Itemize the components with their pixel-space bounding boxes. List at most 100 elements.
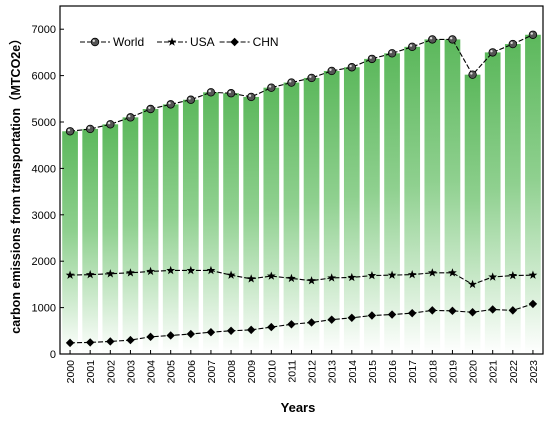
y-tick-label-2000: 2000 (32, 256, 56, 268)
point-usa-2004 (146, 266, 155, 276)
x-tick-label-2004: 2004 (146, 360, 158, 384)
x-tick-label-2019: 2019 (447, 360, 459, 384)
point-world-2011 (287, 78, 296, 87)
point-world-2017 (407, 42, 417, 52)
point-usa-2007 (206, 265, 216, 275)
point-chn-2005 (166, 331, 175, 340)
point-chn-2006 (186, 329, 196, 339)
point-usa-2014 (347, 272, 357, 282)
y-tick-label-4000: 4000 (32, 163, 56, 175)
x-tick-label-2018: 2018 (427, 360, 439, 384)
point-chn-2004 (146, 332, 155, 342)
bar-2017 (404, 46, 421, 354)
bar-2004 (142, 109, 159, 354)
point-world-2016 (387, 49, 397, 58)
point-usa-2016 (387, 270, 397, 279)
y-tick-label-7000: 7000 (32, 24, 56, 36)
point-world-2021 (488, 48, 497, 57)
bar-2005 (162, 104, 179, 355)
series-line-world (69, 34, 534, 132)
point-world-2004 (146, 104, 155, 114)
point-world-2012 (307, 73, 316, 83)
bar-2020 (464, 74, 481, 355)
point-chn-2016 (387, 310, 397, 319)
point-chn-2003 (126, 335, 135, 345)
y-tick-label-6000: 6000 (32, 71, 56, 83)
point-usa-2005 (166, 265, 176, 275)
point-world-2001 (85, 124, 95, 134)
point-chn-2008 (226, 326, 236, 335)
bar-2014 (343, 67, 360, 354)
point-world-2022 (508, 39, 518, 49)
point-world-2006 (186, 95, 196, 104)
bar-2016 (384, 53, 400, 354)
y-tick-label-1000: 1000 (32, 303, 56, 315)
point-chn-2001 (85, 338, 95, 347)
bar-2000 (62, 131, 78, 354)
point-chn-2018 (428, 306, 437, 315)
y-axis-title: carbon emissions from transportation（MTC… (8, 32, 23, 333)
point-chn-2019 (448, 306, 457, 316)
x-tick-label-2011: 2011 (286, 360, 298, 383)
point-chn-2023 (528, 299, 538, 309)
point-world-2015 (367, 54, 377, 64)
point-world-2003 (126, 113, 135, 122)
bar-2006 (182, 99, 199, 354)
point-world-2018 (428, 35, 437, 44)
point-world-2000 (65, 127, 75, 136)
point-usa-2019 (448, 268, 457, 277)
x-tick-label-2022: 2022 (508, 360, 520, 384)
point-usa-2020 (468, 279, 477, 289)
point-world-2005 (166, 100, 175, 109)
x-tick-label-2000: 2000 (65, 360, 77, 384)
point-usa-2006 (186, 265, 196, 275)
point-chn-2002 (106, 337, 115, 346)
point-chn-2021 (488, 305, 497, 314)
bar-2011 (283, 82, 300, 354)
x-tick-label-2008: 2008 (226, 360, 238, 384)
legend-marker-world (90, 37, 100, 47)
axes-layer: 0 1000 2000 3000 4000 5000 6000 7000 2000 2001 200… (32, 5, 544, 384)
point-chn-2015 (367, 311, 377, 320)
plot-frame (59, 5, 544, 355)
bar-2018 (424, 39, 441, 354)
bar-2012 (303, 77, 320, 355)
x-tick-label-2005: 2005 (166, 360, 178, 384)
y-tick-label-0: 0 (50, 349, 56, 361)
x-tick-label-2002: 2002 (105, 360, 117, 384)
point-world-2008 (226, 89, 236, 98)
x-tick-label-2012: 2012 (307, 360, 319, 384)
bar-2002 (102, 124, 119, 354)
point-chn-2017 (407, 308, 417, 318)
bar-2007 (203, 92, 219, 355)
bar-2001 (82, 128, 99, 354)
point-usa-2023 (528, 270, 538, 279)
point-usa-2013 (327, 273, 337, 282)
x-tick-label-2014: 2014 (347, 360, 359, 384)
point-chn-2013 (327, 315, 336, 324)
x-tick-label-2016: 2016 (387, 360, 399, 384)
legend: World USA CHN (80, 35, 279, 49)
point-world-2013 (327, 66, 336, 76)
legend-label-world: World (113, 35, 144, 49)
y-tick-label-3000: 3000 (32, 210, 56, 222)
bars-layer (62, 34, 541, 355)
x-tick-label-2015: 2015 (367, 360, 379, 384)
x-tick-label-2003: 2003 (125, 360, 137, 384)
lines-layer (65, 30, 538, 348)
point-usa-2012 (307, 276, 316, 285)
point-world-2002 (106, 120, 115, 129)
point-usa-2010 (266, 271, 276, 280)
point-chn-2020 (468, 308, 477, 317)
point-chn-2007 (206, 327, 216, 337)
point-usa-2008 (226, 270, 236, 279)
legend-label-usa: USA (190, 35, 215, 49)
x-tick-label-2009: 2009 (246, 360, 258, 384)
point-chn-2011 (287, 320, 296, 329)
point-chn-2009 (246, 325, 256, 335)
bar-2023 (525, 34, 541, 355)
x-tick-label-2001: 2001 (85, 360, 97, 384)
legend-label-chn: CHN (253, 35, 279, 49)
x-tick-label-2023: 2023 (528, 360, 540, 384)
